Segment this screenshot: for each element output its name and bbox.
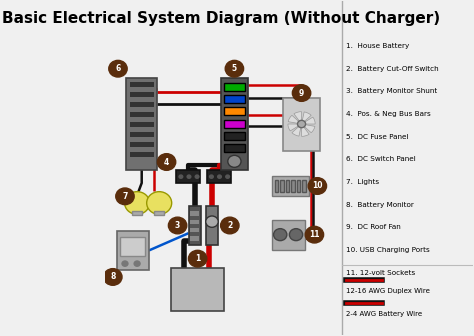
Circle shape: [292, 85, 311, 101]
Text: 3: 3: [175, 221, 180, 230]
Text: -: -: [182, 282, 189, 297]
Circle shape: [178, 174, 183, 179]
FancyBboxPatch shape: [272, 176, 309, 196]
Text: 8.  Battery Monitor: 8. Battery Monitor: [346, 202, 414, 208]
Circle shape: [308, 178, 327, 194]
Text: 2-4 AWG Battery Wire: 2-4 AWG Battery Wire: [346, 311, 422, 317]
Text: 4.  Pos. & Neg Bus Bars: 4. Pos. & Neg Bus Bars: [346, 111, 430, 117]
Bar: [130, 122, 154, 127]
Bar: [130, 112, 154, 117]
Text: 1: 1: [195, 254, 200, 263]
Bar: [130, 152, 154, 157]
Text: 5: 5: [232, 64, 237, 73]
Bar: [191, 236, 199, 241]
Circle shape: [225, 174, 230, 179]
Circle shape: [228, 155, 241, 167]
Bar: [130, 132, 154, 137]
Text: 10: 10: [312, 181, 323, 191]
Text: 3.  Battery Monitor Shunt: 3. Battery Monitor Shunt: [346, 88, 437, 94]
Bar: [280, 180, 284, 192]
Bar: [302, 180, 306, 192]
Bar: [191, 211, 199, 216]
Bar: [291, 180, 295, 192]
FancyBboxPatch shape: [207, 170, 231, 183]
Circle shape: [125, 192, 150, 214]
Text: 2.  Battery Cut-Off Switch: 2. Battery Cut-Off Switch: [346, 66, 438, 72]
FancyBboxPatch shape: [224, 144, 245, 152]
Circle shape: [298, 120, 306, 128]
Bar: [275, 180, 278, 192]
FancyBboxPatch shape: [220, 78, 248, 170]
Circle shape: [290, 228, 303, 241]
Wedge shape: [294, 112, 301, 124]
Bar: [130, 92, 154, 97]
Circle shape: [206, 216, 218, 227]
FancyBboxPatch shape: [189, 206, 201, 245]
Text: 12-16 AWG Duplex Wire: 12-16 AWG Duplex Wire: [346, 288, 429, 294]
Circle shape: [121, 260, 128, 267]
Text: +: +: [203, 282, 216, 297]
Text: 7: 7: [122, 192, 128, 201]
FancyBboxPatch shape: [206, 206, 218, 245]
Text: 6: 6: [115, 64, 120, 73]
Text: 6.  DC Switch Panel: 6. DC Switch Panel: [346, 156, 415, 162]
Wedge shape: [301, 124, 315, 133]
Bar: [120, 237, 145, 256]
FancyBboxPatch shape: [117, 231, 149, 269]
Circle shape: [305, 226, 324, 243]
Circle shape: [217, 174, 222, 179]
FancyBboxPatch shape: [224, 120, 245, 128]
Wedge shape: [301, 124, 309, 136]
Bar: [154, 211, 164, 215]
Wedge shape: [288, 124, 301, 131]
Text: 1.  House Battery: 1. House Battery: [346, 43, 409, 49]
Circle shape: [189, 250, 207, 267]
Bar: [286, 180, 290, 192]
Circle shape: [209, 174, 214, 179]
Text: 4: 4: [164, 158, 169, 167]
Circle shape: [116, 188, 134, 205]
Text: Basic Electrical System Diagram (Without Charger): Basic Electrical System Diagram (Without…: [1, 11, 440, 27]
Wedge shape: [301, 117, 315, 124]
Circle shape: [194, 174, 200, 179]
Circle shape: [168, 217, 187, 234]
FancyBboxPatch shape: [176, 170, 201, 183]
Text: 5.  DC Fuse Panel: 5. DC Fuse Panel: [346, 134, 408, 140]
FancyBboxPatch shape: [224, 132, 245, 140]
Circle shape: [157, 154, 176, 170]
Bar: [130, 102, 154, 108]
Circle shape: [109, 60, 127, 77]
Text: 7.  Lights: 7. Lights: [346, 179, 379, 185]
Circle shape: [220, 217, 239, 234]
Bar: [191, 228, 199, 232]
FancyBboxPatch shape: [126, 78, 157, 170]
Text: 10. USB Charging Ports: 10. USB Charging Ports: [346, 247, 429, 253]
FancyBboxPatch shape: [171, 268, 224, 311]
Wedge shape: [301, 112, 311, 124]
Bar: [297, 180, 301, 192]
Circle shape: [186, 174, 191, 179]
Text: 11. 12-volt Sockets: 11. 12-volt Sockets: [346, 269, 415, 276]
FancyBboxPatch shape: [272, 220, 305, 250]
Text: 8: 8: [110, 272, 116, 282]
Circle shape: [146, 192, 172, 214]
Text: 11: 11: [309, 230, 319, 239]
FancyBboxPatch shape: [224, 83, 245, 91]
Wedge shape: [292, 124, 301, 136]
Bar: [191, 220, 199, 224]
Text: 2: 2: [227, 221, 232, 230]
FancyBboxPatch shape: [283, 98, 320, 151]
Wedge shape: [288, 115, 301, 124]
Text: 9: 9: [299, 88, 304, 97]
Bar: [132, 211, 142, 215]
Circle shape: [273, 228, 287, 241]
Bar: [130, 82, 154, 87]
Circle shape: [225, 60, 244, 77]
Text: 9.  DC Roof Fan: 9. DC Roof Fan: [346, 224, 401, 230]
FancyBboxPatch shape: [224, 95, 245, 103]
Bar: [130, 142, 154, 148]
FancyBboxPatch shape: [224, 108, 245, 115]
Circle shape: [104, 269, 122, 285]
Circle shape: [133, 260, 141, 267]
